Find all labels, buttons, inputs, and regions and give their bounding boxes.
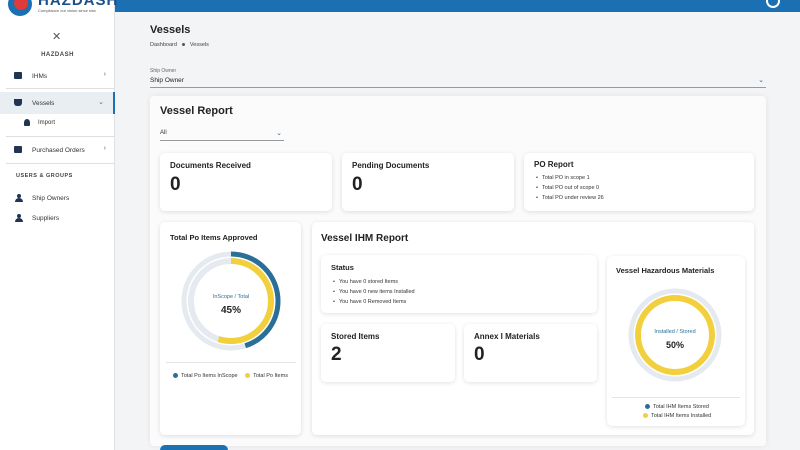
page-title: Vessels: [150, 24, 191, 36]
breadcrumb-vessels: Vessels: [189, 42, 209, 48]
legend-swatch-installed: [643, 413, 648, 419]
chevron-down-icon: ⌄: [758, 77, 764, 84]
sidebar-item-ship-owners[interactable]: Ship Owners: [0, 187, 115, 209]
ship-owner-label: Ship Owner: [150, 68, 177, 74]
pending-documents-value: 0: [352, 174, 363, 195]
chevron-right-icon: ›: [103, 145, 106, 152]
list-item: You have 0 stored Items: [333, 279, 415, 285]
hazardous-legend-installed: Total IHM Items Installed: [643, 413, 711, 419]
sidebar-item-vessels[interactable]: Vessels ⌄: [0, 92, 115, 114]
documents-received-title: Documents Received: [170, 161, 251, 170]
list-item: You have 0 new items Installed: [333, 289, 415, 295]
po-report-card: [524, 153, 754, 211]
vessel-filter-select[interactable]: All ⌄: [160, 130, 284, 141]
donut-arc-inscope: [181, 251, 281, 351]
legend-label: Total IHM Items Stored: [653, 404, 709, 410]
vessel-report-title: Vessel Report: [160, 105, 233, 117]
pending-documents-card: [342, 153, 514, 211]
orders-icon: [14, 146, 22, 153]
sidebar: HAZDASH Compliance our vision since sinc…: [0, 0, 117, 450]
list-item: You have 0 Removed Items: [333, 299, 415, 305]
legend-label: Total Po Items InScope: [181, 373, 238, 379]
top-bar: [115, 0, 800, 12]
divider: [6, 136, 114, 137]
sidebar-item-suppliers[interactable]: Suppliers: [0, 207, 115, 229]
logo-name: HAZDASH: [38, 0, 119, 9]
breadcrumb-separator: [181, 43, 185, 47]
annex-materials-value: 0: [474, 344, 485, 365]
sidebar-item-label: Vessels: [32, 100, 55, 107]
section-label-users-groups: USERS & GROUPS: [16, 173, 73, 179]
sidebar-brand: HAZDASH: [41, 52, 74, 58]
logo-tagline: Compliance our vision since sinc: [38, 8, 97, 13]
sidebar-item-label: IHMs: [32, 73, 48, 80]
app-logo[interactable]: HAZDASH Compliance our vision since sinc: [8, 0, 117, 16]
annex-materials-title: Annex I Materials: [474, 332, 540, 341]
documents-received-value: 0: [170, 174, 181, 195]
po-items-title: Total Po Items Approved: [170, 233, 258, 242]
chevron-down-icon: ⌄: [276, 130, 282, 137]
legend-swatch-inscope: [173, 373, 178, 379]
po-report-title: PO Report: [534, 160, 574, 169]
status-title: Status: [331, 263, 354, 272]
stored-items-card: [321, 324, 455, 382]
legend-swatch-stored: [645, 404, 650, 410]
list-item: Total PO out of scope 0: [536, 185, 604, 191]
list-item: Total PO under review 26: [536, 195, 604, 201]
close-icon[interactable]: ✕: [52, 31, 62, 43]
legend-label: Total IHM Items Installed: [651, 413, 712, 419]
ship-icon: [14, 99, 22, 106]
hazardous-legend-stored: Total IHM Items Stored: [645, 404, 709, 410]
po-items-ring-label: InScope / Total: [212, 294, 250, 300]
po-items-legend: Total Po Items InScope Total Po Items: [173, 373, 288, 379]
legend-swatch-total: [245, 373, 251, 379]
legend-label: Total Po Items: [253, 373, 288, 379]
vessel-filter-value: All: [160, 130, 167, 136]
sidebar-subitem-import[interactable]: Import: [0, 114, 115, 132]
users-icon: [15, 214, 23, 222]
divider: [6, 88, 114, 89]
breadcrumb-dashboard[interactable]: Dashboard: [150, 42, 177, 48]
breadcrumb: Dashboard Vessels: [150, 42, 209, 48]
action-button[interactable]: [160, 445, 228, 450]
list-item: Total PO in scope 1: [536, 175, 604, 181]
hazardous-ring-label: Installed / Stored: [654, 329, 696, 335]
ship-owner-select[interactable]: Ship Owner ⌄: [150, 76, 766, 88]
ship-owner-value: Ship Owner: [150, 77, 184, 84]
logo-mark-icon: [8, 0, 32, 16]
stored-items-title: Stored Items: [331, 332, 380, 341]
divider: [166, 362, 296, 363]
sidebar-item-label: Suppliers: [32, 215, 60, 222]
sidebar-item-label: Import: [38, 120, 56, 126]
chevron-down-icon: ⌄: [98, 99, 104, 106]
pending-documents-title: Pending Documents: [352, 161, 430, 170]
hazardous-percent: 50%: [665, 340, 684, 350]
user-icon: [15, 194, 23, 202]
hazardous-materials-title: Vessel Hazardous Materials: [616, 266, 715, 275]
donut-arc-installed: [635, 295, 715, 375]
sidebar-item-label: Purchased Orders: [32, 147, 85, 154]
po-report-list: Total PO in scope 1 Total PO out of scop…: [536, 175, 604, 205]
ihm-report-title: Vessel IHM Report: [321, 233, 409, 244]
divider: [6, 163, 114, 164]
status-list: You have 0 stored Items You have 0 new i…: [333, 279, 415, 309]
ihm-icon: [14, 72, 22, 79]
divider: [612, 397, 740, 398]
import-icon: [24, 119, 30, 126]
po-items-percent: 45%: [220, 305, 241, 316]
sidebar-item-ihms[interactable]: IHMs ›: [0, 65, 115, 87]
annex-materials-card: [464, 324, 597, 382]
donut-arc-total: [188, 258, 274, 344]
hazardous-materials-donut: [628, 288, 722, 382]
documents-received-card: [160, 153, 332, 211]
sidebar-item-label: Ship Owners: [32, 195, 70, 202]
sidebar-item-purchased-orders[interactable]: Purchased Orders ›: [0, 139, 115, 161]
chevron-right-icon: ›: [103, 71, 106, 78]
stored-items-value: 2: [331, 344, 342, 365]
account-icon[interactable]: [766, 0, 780, 8]
po-items-card: [160, 222, 301, 435]
donut-outer-track: [628, 288, 722, 382]
po-items-donut: [181, 251, 281, 351]
